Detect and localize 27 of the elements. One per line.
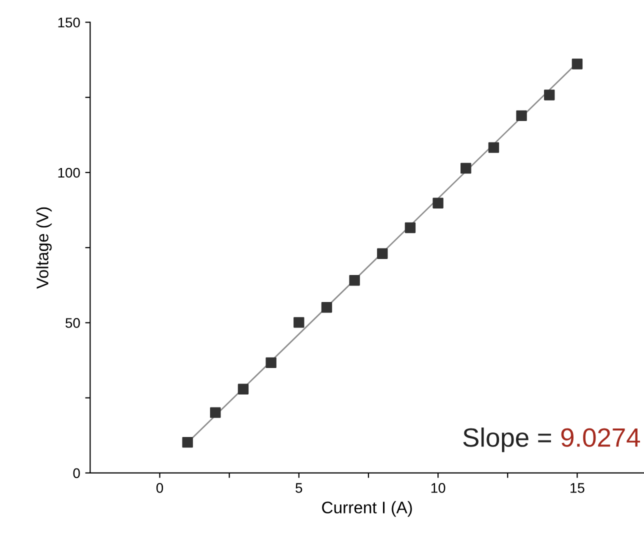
point — [210, 407, 221, 418]
point — [182, 436, 193, 448]
point — [488, 142, 500, 153]
point — [294, 317, 304, 328]
y-tick-label: 50 — [66, 318, 80, 328]
point — [460, 162, 472, 174]
y-tick-label: 100 — [58, 168, 80, 178]
y-tick-label: 150 — [58, 18, 80, 28]
point — [572, 58, 583, 70]
annotation: Slope = — [463, 428, 552, 452]
y-axis-title: Voltage (V) — [36, 207, 52, 289]
point — [404, 222, 416, 234]
x-tick-label: 0 — [156, 483, 164, 493]
point — [349, 275, 360, 286]
y-tick-label: 0 — [73, 468, 80, 478]
point — [377, 248, 388, 259]
x-tick-label: 15 — [570, 483, 584, 493]
x-axis-title: Current I (A) — [322, 501, 412, 517]
point — [432, 198, 444, 208]
point — [266, 357, 276, 368]
point — [544, 90, 555, 100]
point — [516, 110, 527, 122]
x-tick-label: 10 — [431, 483, 446, 493]
annotation: 9.0274 — [561, 428, 640, 447]
point — [321, 302, 332, 313]
point — [238, 384, 249, 394]
x-tick-label: 5 — [296, 483, 302, 493]
